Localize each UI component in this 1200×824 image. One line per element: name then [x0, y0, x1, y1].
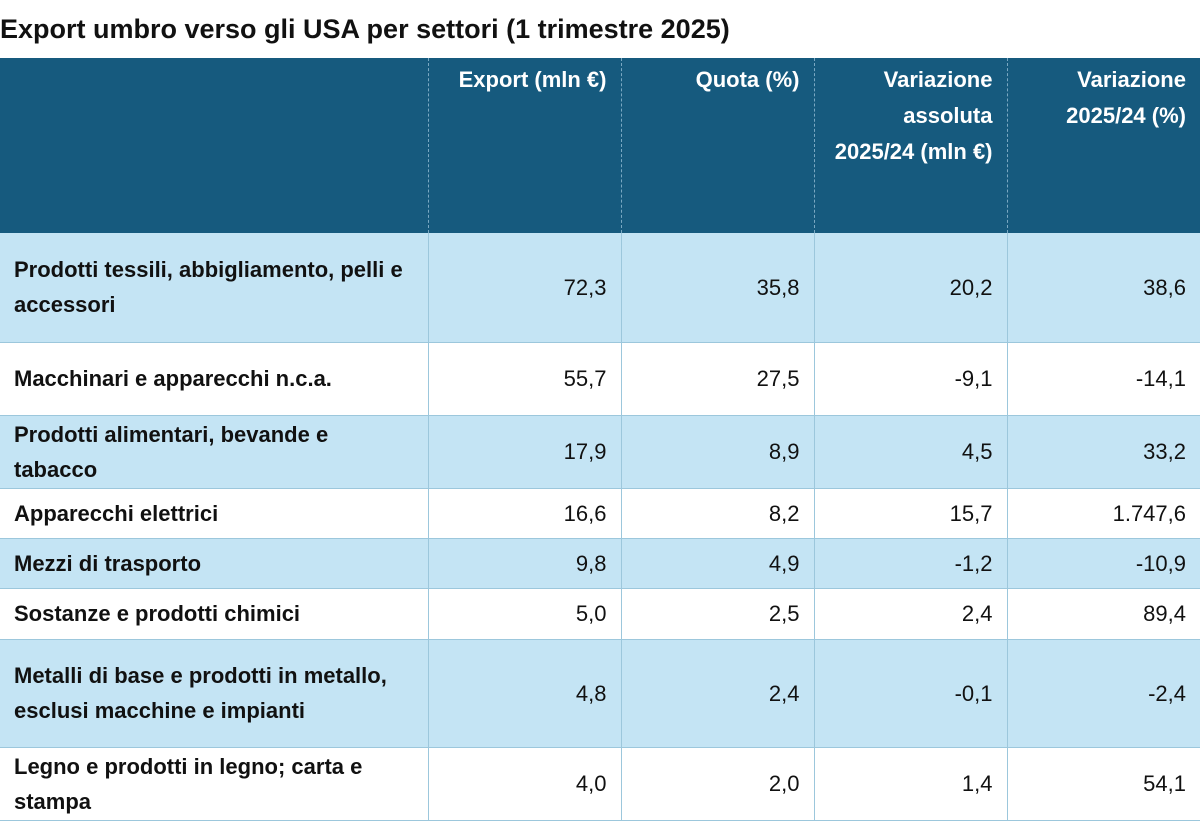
sector-cell: Mezzi di trasporto — [0, 538, 429, 589]
table-row: Prodotti alimentari, bevande e tabacco 1… — [0, 415, 1200, 489]
header-sector — [0, 58, 429, 233]
table-title: Export umbro verso gli USA per settori (… — [0, 14, 730, 44]
export-table: Export (mln €) Quota (%) Variazione asso… — [0, 58, 1200, 821]
quota-cell: 35,8 — [621, 233, 815, 343]
var-pct-cell: -10,9 — [1007, 538, 1200, 589]
table-row: Mezzi di trasporto 9,8 4,9 -1,2 -10,9 — [0, 538, 1200, 589]
var-pct-cell: -14,1 — [1007, 342, 1200, 416]
quota-cell: 2,4 — [621, 639, 815, 748]
sector-cell: Sostanze e prodotti chimici — [0, 588, 429, 640]
export-cell: 9,8 — [428, 538, 622, 589]
var-abs-cell: 2,4 — [814, 588, 1008, 640]
var-abs-cell: 15,7 — [814, 488, 1008, 539]
var-pct-cell: 54,1 — [1007, 747, 1200, 821]
var-pct-cell: 89,4 — [1007, 588, 1200, 640]
var-abs-cell: -1,2 — [814, 538, 1008, 589]
sector-cell: Macchinari e apparecchi n.c.a. — [0, 342, 429, 416]
table-row: Legno e prodotti in legno; carta e stamp… — [0, 747, 1200, 821]
export-cell: 55,7 — [428, 342, 622, 416]
export-cell: 16,6 — [428, 488, 622, 539]
var-pct-cell: 33,2 — [1007, 415, 1200, 489]
table-row: Macchinari e apparecchi n.c.a. 55,7 27,5… — [0, 342, 1200, 416]
sector-cell: Metalli di base e prodotti in metallo, e… — [0, 639, 429, 748]
header-export: Export (mln €) — [428, 58, 622, 233]
table-row: Sostanze e prodotti chimici 5,0 2,5 2,4 … — [0, 588, 1200, 640]
table-row: Metalli di base e prodotti in metallo, e… — [0, 639, 1200, 748]
var-abs-cell: 1,4 — [814, 747, 1008, 821]
header-variazione-assoluta: Variazione assoluta 2025/24 (mln €) — [814, 58, 1008, 233]
sector-cell: Legno e prodotti in legno; carta e stamp… — [0, 747, 429, 821]
quota-cell: 4,9 — [621, 538, 815, 589]
sector-cell: Apparecchi elettrici — [0, 488, 429, 539]
header-variazione-percentuale: Variazione 2025/24 (%) — [1007, 58, 1200, 233]
sector-cell: Prodotti tessili, abbigliamento, pelli e… — [0, 233, 429, 343]
var-abs-cell: 4,5 — [814, 415, 1008, 489]
quota-cell: 8,9 — [621, 415, 815, 489]
quota-cell: 2,5 — [621, 588, 815, 640]
var-abs-cell: 20,2 — [814, 233, 1008, 343]
quota-cell: 8,2 — [621, 488, 815, 539]
var-pct-cell: -2,4 — [1007, 639, 1200, 748]
sector-cell: Prodotti alimentari, bevande e tabacco — [0, 415, 429, 489]
var-abs-cell: -9,1 — [814, 342, 1008, 416]
header-quota: Quota (%) — [621, 58, 815, 233]
export-cell: 17,9 — [428, 415, 622, 489]
header-row: Export (mln €) Quota (%) Variazione asso… — [0, 58, 1200, 233]
var-pct-cell: 38,6 — [1007, 233, 1200, 343]
var-abs-cell: -0,1 — [814, 639, 1008, 748]
table-row: Apparecchi elettrici 16,6 8,2 15,7 1.747… — [0, 488, 1200, 539]
export-cell: 72,3 — [428, 233, 622, 343]
export-cell: 5,0 — [428, 588, 622, 640]
var-pct-cell: 1.747,6 — [1007, 488, 1200, 539]
quota-cell: 2,0 — [621, 747, 815, 821]
quota-cell: 27,5 — [621, 342, 815, 416]
export-cell: 4,0 — [428, 747, 622, 821]
export-cell: 4,8 — [428, 639, 622, 748]
table-row: Prodotti tessili, abbigliamento, pelli e… — [0, 233, 1200, 343]
